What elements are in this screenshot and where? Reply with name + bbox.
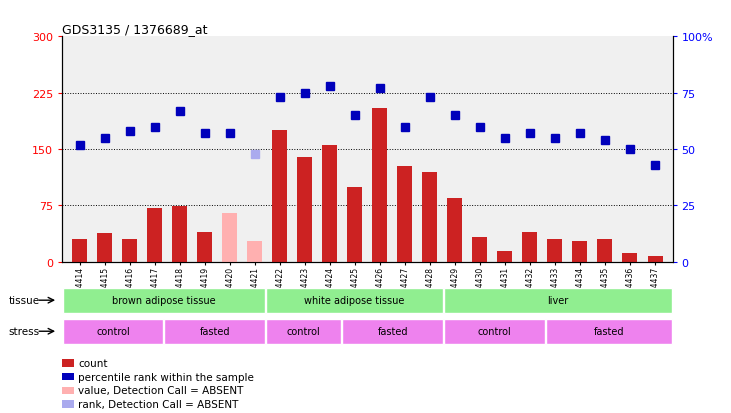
Text: fasted: fasted: [594, 326, 624, 337]
Bar: [63, 288, 265, 313]
Bar: [572, 241, 588, 262]
Bar: [546, 319, 672, 344]
Bar: [342, 319, 443, 344]
Bar: [423, 172, 437, 262]
Text: fasted: fasted: [200, 326, 230, 337]
Bar: [122, 240, 137, 262]
Text: liver: liver: [548, 295, 569, 306]
Text: count: count: [78, 358, 107, 368]
Text: value, Detection Call = ABSENT: value, Detection Call = ABSENT: [78, 385, 243, 395]
Text: control: control: [477, 326, 512, 337]
Bar: [72, 240, 87, 262]
Bar: [266, 319, 341, 344]
Bar: [497, 251, 512, 262]
Text: fasted: fasted: [377, 326, 408, 337]
Bar: [197, 232, 212, 262]
Text: brown adipose tissue: brown adipose tissue: [112, 295, 216, 306]
Bar: [63, 319, 163, 344]
Bar: [347, 187, 363, 262]
Bar: [173, 207, 187, 262]
Bar: [648, 256, 662, 262]
Text: GDS3135 / 1376689_at: GDS3135 / 1376689_at: [62, 23, 208, 36]
Bar: [322, 146, 337, 262]
Bar: [164, 319, 265, 344]
Bar: [372, 109, 387, 262]
Bar: [597, 240, 613, 262]
Bar: [97, 234, 112, 262]
Bar: [548, 240, 562, 262]
Bar: [266, 288, 443, 313]
Bar: [398, 166, 412, 262]
Text: percentile rank within the sample: percentile rank within the sample: [78, 372, 254, 382]
Bar: [272, 131, 287, 262]
Bar: [247, 241, 262, 262]
Bar: [623, 253, 637, 262]
Text: white adipose tissue: white adipose tissue: [304, 295, 405, 306]
Bar: [444, 319, 545, 344]
Bar: [447, 199, 463, 262]
Text: tissue: tissue: [9, 296, 40, 306]
Bar: [222, 214, 238, 262]
Bar: [472, 237, 488, 262]
Text: rank, Detection Call = ABSENT: rank, Detection Call = ABSENT: [78, 399, 238, 409]
Bar: [298, 157, 312, 262]
Text: control: control: [287, 326, 321, 337]
Text: control: control: [96, 326, 130, 337]
Bar: [523, 232, 537, 262]
Bar: [444, 288, 672, 313]
Text: stress: stress: [9, 327, 40, 337]
Bar: [147, 208, 162, 262]
